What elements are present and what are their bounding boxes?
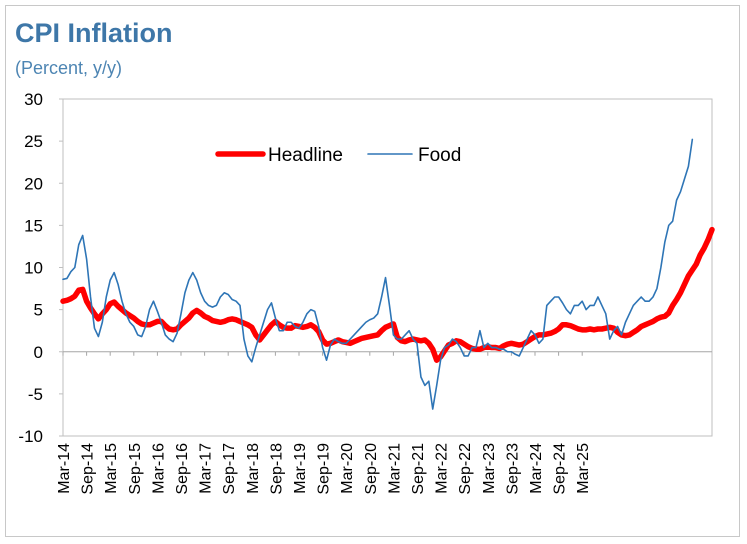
x-tick-label: Sep-15	[127, 443, 144, 495]
x-tick-label: Mar-24	[528, 443, 545, 494]
x-tick-label: Mar-15	[103, 443, 120, 494]
x-tick-label: Mar-21	[386, 443, 403, 494]
x-tick-label: Sep-24	[552, 443, 569, 495]
x-axis: Mar-14 Sep-14 Mar-15 Sep-15 Mar-16 Sep-16 Mar-…	[56, 351, 592, 495]
x-tick-label: Sep-18	[268, 443, 285, 495]
y-tick-label: 20	[24, 174, 43, 193]
x-tick-label: Mar-22	[434, 443, 451, 494]
y-tick-label: -10	[18, 427, 43, 446]
x-tick-label: Sep-17	[221, 443, 238, 495]
y-tick-label: 10	[24, 259, 43, 278]
chart-title: CPI Inflation	[15, 18, 173, 48]
x-tick-label: Sep-20	[363, 443, 380, 495]
x-tick-label: Mar-18	[245, 443, 262, 494]
x-tick-label: Sep-16	[174, 443, 191, 495]
series-layer	[60, 138, 715, 410]
x-tick-label: Mar-14	[56, 443, 73, 494]
x-tick-label: Mar-23	[481, 443, 498, 494]
y-tick-label: -5	[28, 385, 43, 404]
chart-subtitle: (Percent, y/y)	[15, 58, 123, 78]
legend-label-food: Food	[418, 145, 461, 166]
series-line-food	[62, 138, 694, 410]
legend-label-headline: Headline	[268, 145, 343, 166]
plot-area	[62, 98, 713, 437]
y-tick-label: 15	[24, 216, 43, 235]
x-tick-label: Mar-25	[575, 443, 592, 494]
chart-frame	[5, 5, 740, 537]
series-line-headline	[60, 226, 715, 363]
x-tick-label: Mar-20	[339, 443, 356, 494]
legend: Headline Food	[215, 145, 461, 166]
x-tick-label: Sep-19	[316, 443, 333, 495]
x-tick-label: Sep-14	[80, 443, 97, 495]
y-tick-label: 25	[24, 132, 43, 151]
y-tick-label: 30	[24, 90, 43, 109]
y-axis: -10 -5 0 5 10 15 20 25 30	[18, 90, 712, 446]
x-tick-label: Mar-17	[198, 443, 215, 494]
x-tick-label: Mar-19	[292, 443, 309, 494]
x-tick-label: Sep-21	[410, 443, 427, 495]
x-tick-label: Sep-23	[504, 443, 521, 495]
x-tick-label: Sep-22	[457, 443, 474, 495]
y-tick-label: 0	[34, 343, 43, 362]
y-tick-label: 5	[34, 301, 43, 320]
x-tick-label: Mar-16	[150, 443, 167, 494]
